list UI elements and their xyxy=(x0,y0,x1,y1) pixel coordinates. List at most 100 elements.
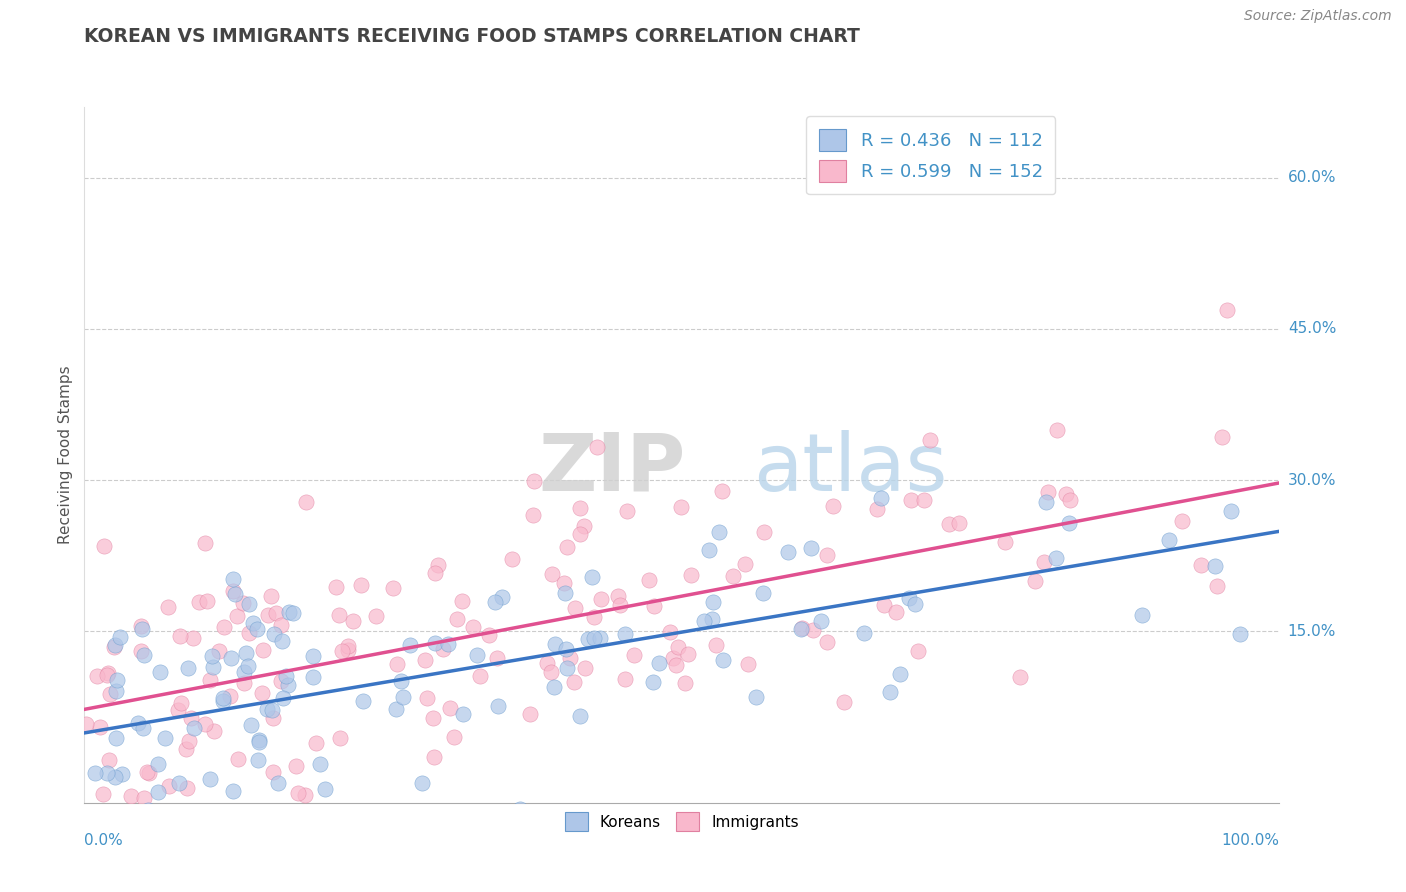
Point xyxy=(250,686,273,700)
Point xyxy=(195,594,218,608)
Point xyxy=(260,589,283,603)
Point xyxy=(301,670,323,684)
Point xyxy=(569,501,592,516)
Point xyxy=(558,651,581,665)
Point xyxy=(212,694,235,708)
Point xyxy=(218,689,240,703)
Point xyxy=(183,721,205,735)
Point xyxy=(948,516,970,530)
Point xyxy=(385,701,408,715)
Point xyxy=(423,636,446,650)
Point xyxy=(167,776,190,790)
Point xyxy=(273,690,295,705)
Point xyxy=(389,674,412,689)
Point xyxy=(382,581,405,595)
Point xyxy=(411,775,433,789)
Point xyxy=(277,678,299,692)
Point xyxy=(274,669,297,683)
Point xyxy=(578,632,600,646)
Point xyxy=(540,566,562,581)
Point xyxy=(540,665,562,679)
Point xyxy=(643,599,665,613)
Point xyxy=(583,610,606,624)
Point xyxy=(543,637,565,651)
Point xyxy=(294,788,316,802)
Point xyxy=(305,736,328,750)
Point xyxy=(1010,670,1032,684)
Point xyxy=(294,495,316,509)
Y-axis label: Receiving Food Stamps: Receiving Food Stamps xyxy=(58,366,73,544)
Point xyxy=(606,590,628,604)
Point xyxy=(815,548,838,562)
Point xyxy=(423,750,446,764)
Point xyxy=(89,720,111,734)
Point xyxy=(1229,627,1251,641)
Text: ZIP: ZIP xyxy=(538,430,686,508)
Point xyxy=(589,631,612,645)
Point xyxy=(707,524,730,539)
Point xyxy=(648,656,671,670)
Point xyxy=(278,605,301,619)
Point xyxy=(821,499,844,513)
Point xyxy=(181,632,204,646)
Point xyxy=(194,535,217,549)
Point xyxy=(1035,495,1057,509)
Point xyxy=(157,780,180,794)
Point xyxy=(643,674,665,689)
Point xyxy=(342,614,364,628)
Point xyxy=(153,731,176,745)
Point xyxy=(564,600,586,615)
Point xyxy=(562,675,585,690)
Point xyxy=(900,493,922,508)
Point xyxy=(96,667,118,681)
Point xyxy=(912,493,935,508)
Point xyxy=(242,616,264,631)
Point xyxy=(586,440,609,454)
Point xyxy=(555,661,578,675)
Point xyxy=(669,500,692,514)
Point xyxy=(198,772,221,786)
Point xyxy=(752,525,775,540)
Legend: Koreans, Immigrants: Koreans, Immigrants xyxy=(558,806,806,837)
Point xyxy=(555,540,578,554)
Point xyxy=(202,724,225,739)
Point xyxy=(614,627,637,641)
Point xyxy=(536,656,558,670)
Point xyxy=(174,741,197,756)
Point xyxy=(222,583,245,598)
Point xyxy=(263,627,285,641)
Point xyxy=(129,619,152,633)
Point xyxy=(127,716,149,731)
Point xyxy=(226,752,249,766)
Point xyxy=(415,653,437,667)
Point xyxy=(486,698,509,713)
Point xyxy=(1024,574,1046,588)
Point xyxy=(101,814,124,829)
Point xyxy=(201,660,224,674)
Point xyxy=(889,667,911,681)
Point xyxy=(666,640,689,654)
Text: 45.0%: 45.0% xyxy=(1288,321,1336,336)
Point xyxy=(853,626,876,640)
Point xyxy=(84,765,107,780)
Point xyxy=(569,708,592,723)
Point xyxy=(176,780,198,795)
Point xyxy=(105,731,128,745)
Point xyxy=(711,484,734,499)
Point xyxy=(1046,423,1069,437)
Point xyxy=(1132,608,1154,623)
Point xyxy=(1206,579,1229,593)
Point xyxy=(149,665,172,679)
Point xyxy=(994,535,1017,549)
Point xyxy=(246,623,269,637)
Point xyxy=(75,717,97,731)
Point xyxy=(581,570,603,584)
Point xyxy=(678,647,700,661)
Point xyxy=(232,596,254,610)
Point xyxy=(256,608,278,623)
Point xyxy=(681,568,703,582)
Point xyxy=(415,690,437,705)
Point xyxy=(884,605,907,619)
Point xyxy=(146,785,169,799)
Point xyxy=(247,753,270,767)
